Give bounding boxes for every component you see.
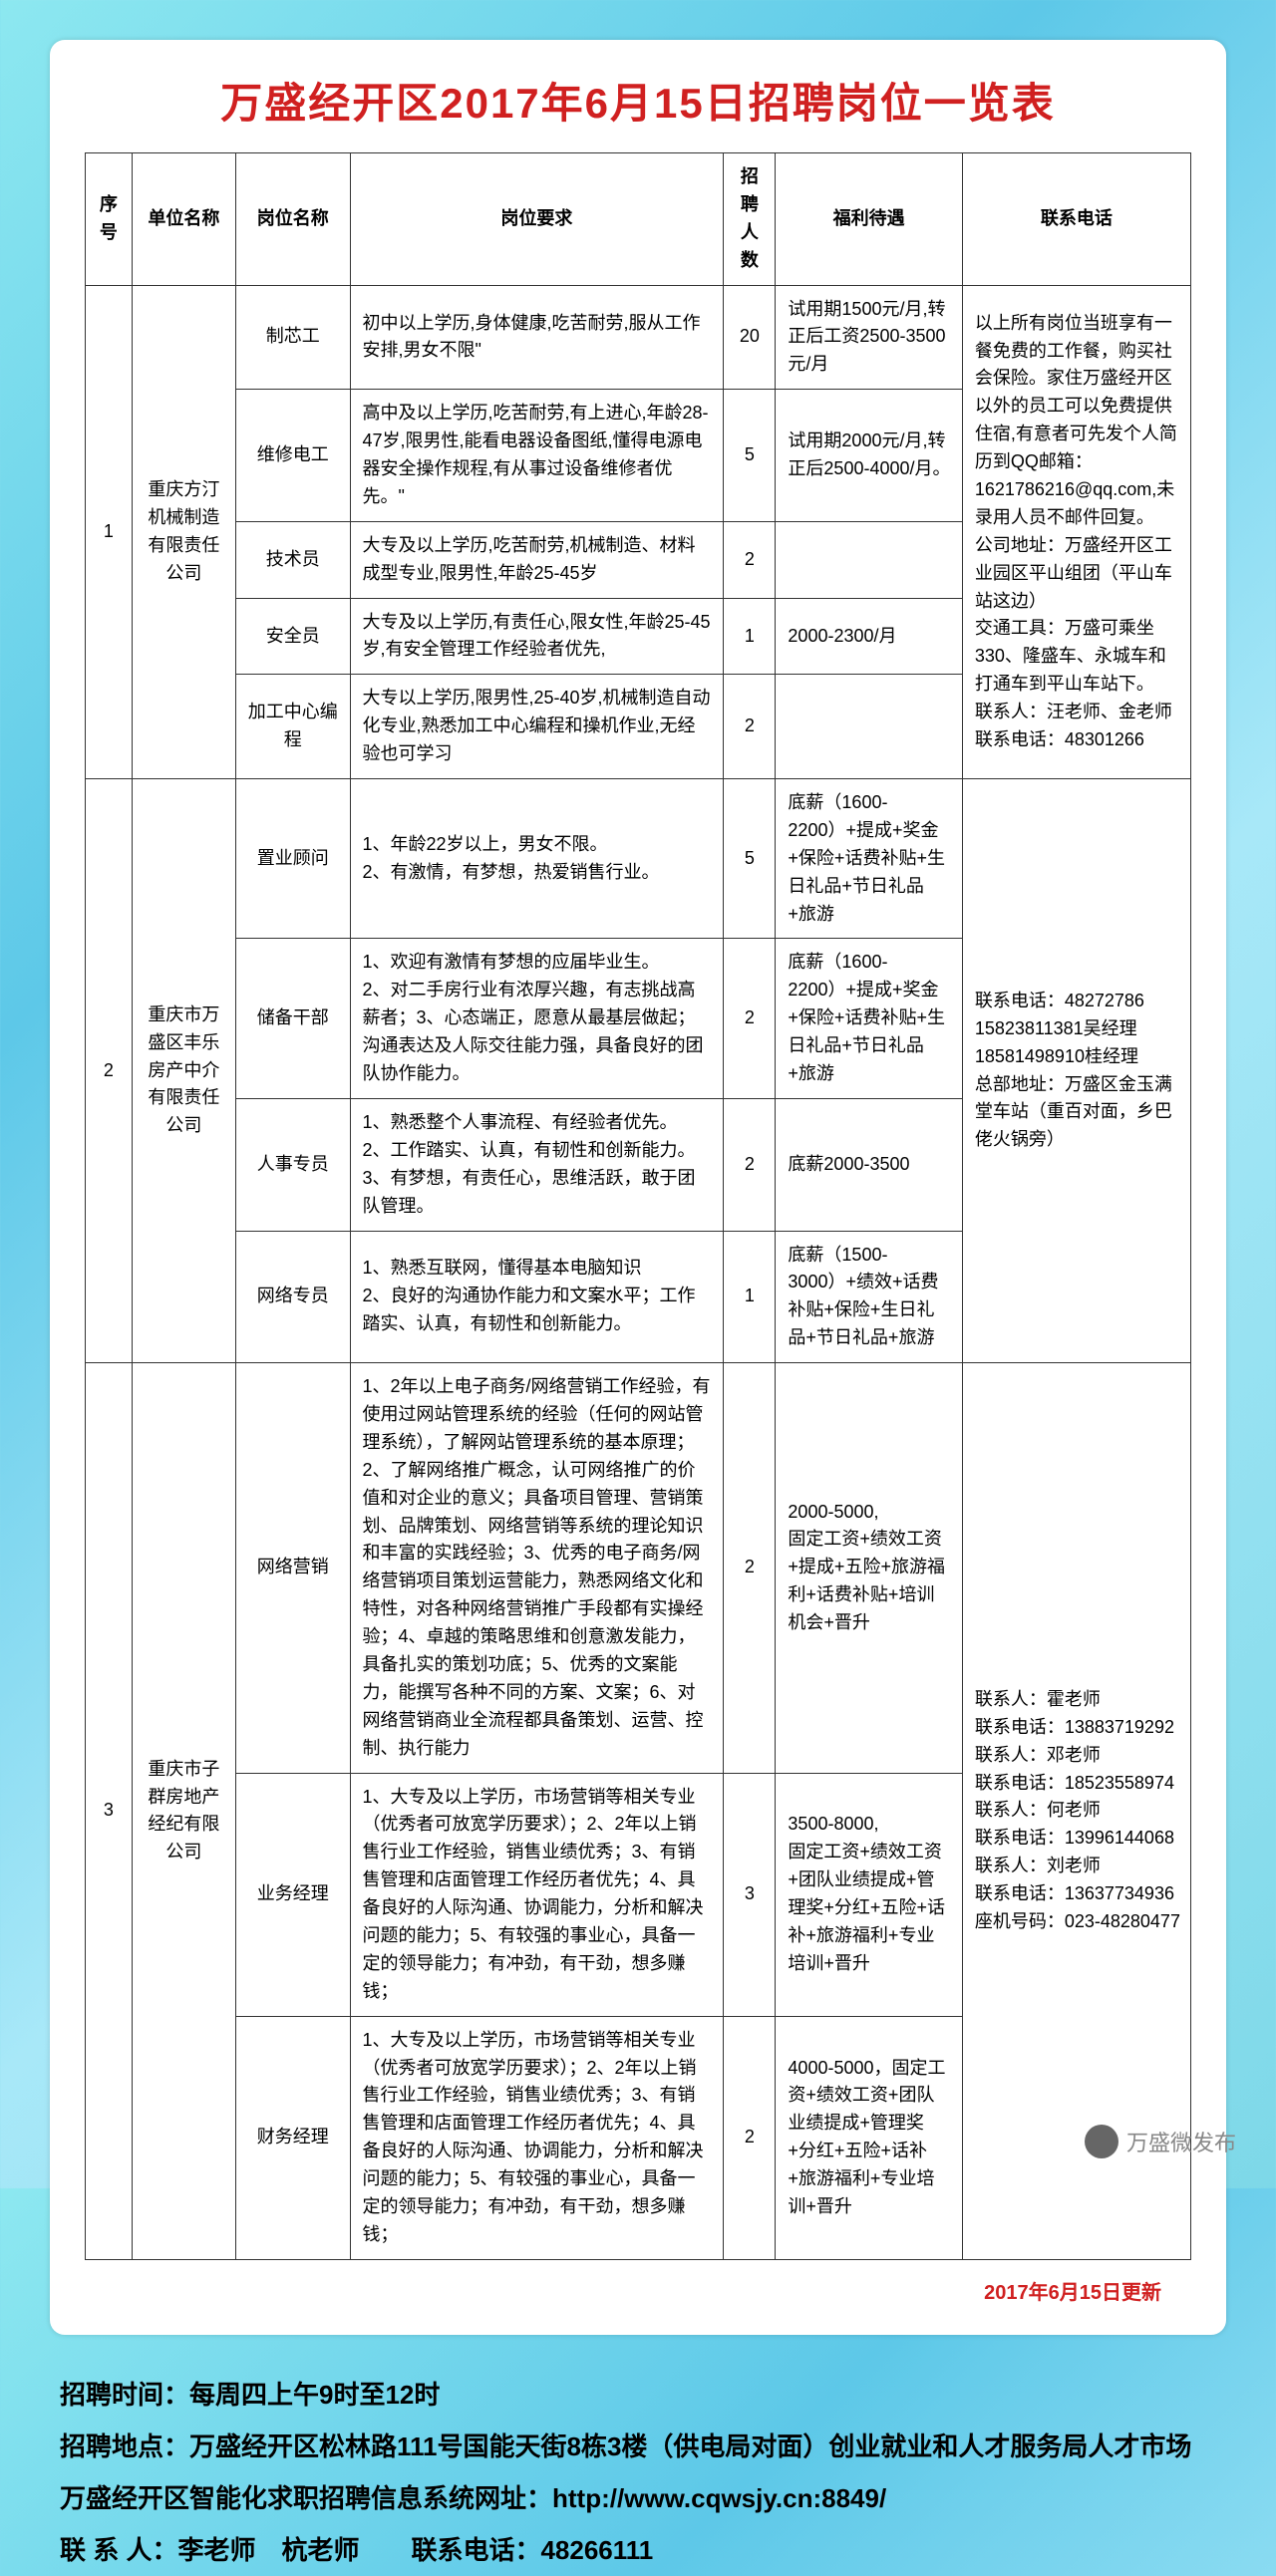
cell-benefit: 试用期1500元/月,转正后工资2500-3500元/月 (776, 285, 962, 390)
cell-benefit: 3500-8000,固定工资+绩效工资+团队业绩提成+管理奖+分红+五险+话补+… (776, 1773, 962, 2016)
page-title: 万盛经开区2017年6月15日招聘岗位一览表 (85, 70, 1191, 131)
cell-position: 人事专员 (235, 1098, 350, 1231)
th-seq: 序号 (86, 153, 133, 286)
cell-requirements: 大专及以上学历,有责任心,限女性,年龄25-45岁,有安全管理工作经验者优先, (350, 598, 724, 675)
cell-position: 储备干部 (235, 939, 350, 1098)
cell-company: 重庆市万盛区丰乐房产中介有限责任公司 (132, 779, 235, 1363)
cell-position: 制芯工 (235, 285, 350, 390)
cell-count: 1 (724, 598, 776, 675)
th-benefits: 福利待遇 (776, 153, 962, 286)
recruitment-table: 序号 单位名称 岗位名称 岗位要求 招聘人数 福利待遇 联系电话 1重庆方汀机械… (85, 152, 1191, 2260)
cell-benefit: 底薪（1600-2200）+提成+奖金+保险+话费补贴+生日礼品+节日礼品+旅游 (776, 779, 962, 939)
cell-position: 网络专员 (235, 1231, 350, 1363)
cell-count: 2 (724, 521, 776, 598)
cell-position: 业务经理 (235, 1773, 350, 2016)
cell-benefit: 底薪（1500-3000）+绩效+话费补贴+保险+生日礼品+节日礼品+旅游 (776, 1231, 962, 1363)
cell-benefit: 底薪2000-3500 (776, 1098, 962, 1231)
cell-position: 维修电工 (235, 390, 350, 522)
cell-requirements: 大专以上学历,限男性,25-40岁,机械制造自动化专业,熟悉加工中心编程和操机作… (350, 675, 724, 779)
cell-count: 2 (724, 675, 776, 779)
cell-count: 2 (724, 1363, 776, 1773)
footer-line: 万盛经开区智能化求职招聘信息系统网址：http://www.cqwsjy.cn:… (60, 2472, 1216, 2524)
cell-count: 5 (724, 390, 776, 522)
cell-requirements: 1、欢迎有激情有梦想的应届毕业生。2、对二手房行业有浓厚兴趣，有志挑战高薪者；3… (350, 939, 724, 1098)
cell-requirements: 1、大专及以上学历，市场营销等相关专业（优秀者可放宽学历要求）；2、2年以上销售… (350, 2016, 724, 2259)
cell-position: 加工中心编程 (235, 675, 350, 779)
th-requirements: 岗位要求 (350, 153, 724, 286)
cell-position: 技术员 (235, 521, 350, 598)
cell-company: 重庆市子群房地产经纪有限公司 (132, 1363, 235, 2260)
cell-benefit (776, 521, 962, 598)
cell-contact: 联系电话：4827278615823811381吴经理18581498910桂经… (962, 779, 1190, 1363)
cell-requirements: 1、2年以上电子商务/网络营销工作经验，有使用过网站管理系统的经验（任何的网站管… (350, 1363, 724, 1773)
cell-count: 1 (724, 1231, 776, 1363)
cell-benefit: 底薪（1600-2200）+提成+奖金+保险+话费补贴+生日礼品+节日礼品+旅游 (776, 939, 962, 1098)
cell-requirements: 初中以上学历,身体健康,吃苦耐劳,服从工作安排,男女不限" (350, 285, 724, 390)
cell-company: 重庆方汀机械制造有限责任公司 (132, 285, 235, 778)
wechat-label: 万盛微发布 (1126, 2126, 1236, 2157)
footer-line: 招聘时间：每周四上午9时至12时 (60, 2369, 1216, 2421)
wechat-icon (1085, 2125, 1118, 2158)
th-position: 岗位名称 (235, 153, 350, 286)
cell-position: 安全员 (235, 598, 350, 675)
cell-count: 20 (724, 285, 776, 390)
cell-count: 5 (724, 779, 776, 939)
cell-requirements: 1、熟悉整个人事流程、有经验者优先。2、工作踏实、认真，有韧性和创新能力。3、有… (350, 1098, 724, 1231)
cell-seq: 3 (86, 1363, 133, 2260)
cell-contact: 以上所有岗位当班享有一餐免费的工作餐，购买社会保险。家住万盛经开区以外的员工可以… (962, 285, 1190, 778)
cell-position: 置业顾问 (235, 779, 350, 939)
cell-seq: 2 (86, 779, 133, 1363)
footer-info: 招聘时间：每周四上午9时至12时 招聘地点：万盛经开区松林路111号国能天街8栋… (50, 2369, 1226, 2576)
cell-requirements: 1、熟悉互联网，懂得基本电脑知识2、良好的沟通协作能力和文案水平；工作踏实、认真… (350, 1231, 724, 1363)
cell-seq: 1 (86, 285, 133, 778)
cell-requirements: 1、大专及以上学历，市场营销等相关专业（优秀者可放宽学历要求）；2、2年以上销售… (350, 1773, 724, 2016)
footer-line: 招聘地点：万盛经开区松林路111号国能天街8栋3楼（供电局对面）创业就业和人才服… (60, 2421, 1216, 2472)
table-row: 2重庆市万盛区丰乐房产中介有限责任公司置业顾问1、年龄22岁以上，男女不限。2、… (86, 779, 1191, 939)
update-note: 2017年6月15日更新 (85, 2276, 1161, 2305)
footer-line: 联 系 人：李老师 杭老师 联系电话：48266111 (60, 2524, 1216, 2576)
th-count: 招聘人数 (724, 153, 776, 286)
cell-count: 2 (724, 1098, 776, 1231)
table-header-row: 序号 单位名称 岗位名称 岗位要求 招聘人数 福利待遇 联系电话 (86, 153, 1191, 286)
cell-count: 2 (724, 939, 776, 1098)
table-row: 3重庆市子群房地产经纪有限公司网络营销1、2年以上电子商务/网络营销工作经验，有… (86, 1363, 1191, 1773)
cell-benefit: 4000-5000，固定工资+绩效工资+团队业绩提成+管理奖+分红+五险+话补+… (776, 2016, 962, 2259)
cell-requirements: 高中及以上学历,吃苦耐劳,有上进心,年龄28-47岁,限男性,能看电器设备图纸,… (350, 390, 724, 522)
cell-count: 3 (724, 1773, 776, 2016)
cell-requirements: 1、年龄22岁以上，男女不限。2、有激情，有梦想，热爱销售行业。 (350, 779, 724, 939)
cell-position: 网络营销 (235, 1363, 350, 1773)
wechat-badge: 万盛微发布 (1085, 2125, 1236, 2158)
cell-count: 2 (724, 2016, 776, 2259)
table-row: 1重庆方汀机械制造有限责任公司制芯工初中以上学历,身体健康,吃苦耐劳,服从工作安… (86, 285, 1191, 390)
cell-benefit: 2000-5000,固定工资+绩效工资+提成+五险+旅游福利+话费补贴+培训机会… (776, 1363, 962, 1773)
cell-benefit: 2000-2300/月 (776, 598, 962, 675)
th-contact: 联系电话 (962, 153, 1190, 286)
cell-benefit: 试用期2000元/月,转正后2500-4000/月。 (776, 390, 962, 522)
cell-position: 财务经理 (235, 2016, 350, 2259)
cell-requirements: 大专及以上学历,吃苦耐劳,机械制造、材料成型专业,限男性,年龄25-45岁 (350, 521, 724, 598)
th-company: 单位名称 (132, 153, 235, 286)
cell-benefit (776, 675, 962, 779)
